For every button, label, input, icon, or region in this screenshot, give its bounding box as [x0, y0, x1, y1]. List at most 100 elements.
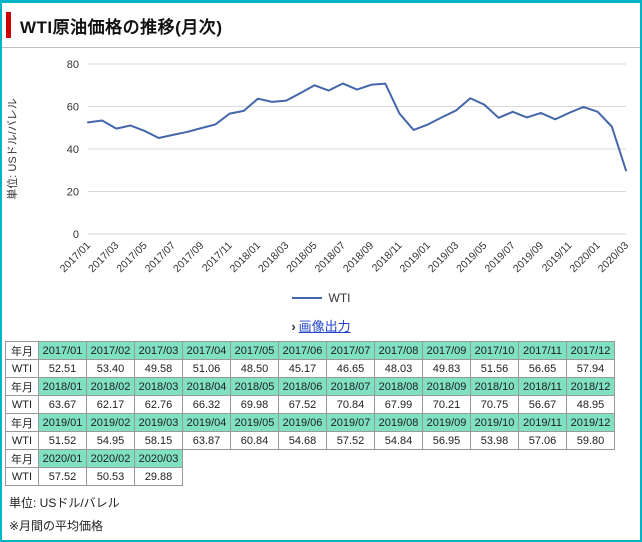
wti-series-line [87, 82, 627, 172]
value-cell: 67.52 [278, 395, 327, 414]
month-header-cell: 2017/03 [134, 341, 183, 360]
y-tick-label: 80 [67, 59, 79, 71]
row-label-cell: WTI [5, 395, 39, 414]
value-cell: 57.94 [566, 359, 615, 378]
y-axis-label: 単位: USドル/バレル [5, 98, 19, 199]
month-header-cell: 2019/01 [38, 413, 87, 432]
value-cell: 69.98 [230, 395, 279, 414]
month-header-cell: 2018/04 [182, 377, 231, 396]
row-label-cell: 年月 [5, 341, 39, 360]
month-header-cell: 2018/10 [470, 377, 519, 396]
table-row: 年月 2019/01 2019/02 2019/03 2019/04 2019/05 201… [5, 413, 615, 432]
table-row: WTI 52.51 53.40 49.58 51.06 48.50 45.17 46.65 48… [5, 359, 615, 378]
row-label-cell: WTI [5, 467, 39, 486]
value-cell: 53.40 [86, 359, 135, 378]
value-cell: 58.15 [134, 431, 183, 450]
row-label-cell: 年月 [5, 449, 39, 468]
value-cell: 70.84 [326, 395, 375, 414]
month-header-cell: 2018/05 [230, 377, 279, 396]
y-tick-label: 60 [67, 102, 79, 114]
x-tick-label: 2017/09 [171, 240, 206, 275]
link-arrow-icon: › [291, 319, 296, 334]
value-cell: 54.84 [374, 431, 423, 450]
value-cell: 66.32 [182, 395, 231, 414]
title-bar: WTI原油価格の推移(月次) [2, 3, 640, 48]
table-row: 年月 2020/01 2020/02 2020/03 [5, 449, 615, 468]
month-header-cell: 2020/01 [38, 449, 87, 468]
price-table: 年月 2017/01 2017/02 2017/03 2017/04 2017/05 201… [5, 341, 615, 486]
month-header-cell: 2017/07 [326, 341, 375, 360]
month-header-cell: 2019/04 [182, 413, 231, 432]
legend-line-sample [291, 297, 322, 299]
image-output-link[interactable]: 画像出力 [298, 319, 351, 334]
month-header-cell: 2020/02 [86, 449, 135, 468]
value-cell: 57.52 [326, 431, 375, 450]
month-header-cell: 2019/08 [374, 413, 423, 432]
value-cell: 53.98 [470, 431, 519, 450]
value-cell: 60.84 [230, 431, 279, 450]
y-tick-label: 0 [73, 229, 79, 241]
month-header-cell: 2017/08 [374, 341, 423, 360]
value-cell: 56.95 [422, 431, 471, 450]
month-header-cell: 2017/01 [38, 341, 87, 360]
value-cell: 56.65 [518, 359, 567, 378]
month-header-cell: 2019/12 [566, 413, 615, 432]
value-cell: 70.75 [470, 395, 519, 414]
month-header-cell: 2018/12 [566, 377, 615, 396]
month-header-cell: 2019/06 [278, 413, 327, 432]
image-output-row: › 画像出力 [2, 316, 640, 335]
month-header-cell: 2019/10 [470, 413, 519, 432]
value-cell: 51.56 [470, 359, 519, 378]
wti-line-chart: 0204060802017/012017/032017/052017/07201… [5, 59, 631, 275]
month-header-cell: 2017/10 [470, 341, 519, 360]
value-cell: 48.03 [374, 359, 423, 378]
value-cell: 54.95 [86, 431, 135, 450]
value-cell: 62.76 [134, 395, 183, 414]
x-tick-label: 2019/09 [511, 240, 546, 275]
value-cell: 45.17 [278, 359, 327, 378]
month-header-cell: 2017/02 [86, 341, 135, 360]
table-row: WTI 63.67 62.17 62.76 66.32 69.98 67.52 70.84 67… [5, 395, 615, 414]
x-tick-label: 2020/03 [596, 240, 631, 275]
value-cell: 57.52 [38, 467, 87, 486]
row-label-cell: WTI [5, 431, 39, 450]
month-header-cell: 2019/02 [86, 413, 135, 432]
month-header-cell: 2018/02 [86, 377, 135, 396]
row-label-cell: 年月 [5, 413, 39, 432]
value-cell: 62.17 [86, 395, 135, 414]
footer-unit: 単位: USドル/バレル [9, 496, 120, 510]
value-cell: 46.65 [326, 359, 375, 378]
month-header-cell: 2018/08 [374, 377, 423, 396]
month-header-cell: 2018/09 [422, 377, 471, 396]
month-header-cell: 2019/11 [518, 413, 567, 432]
month-header-cell: 2017/09 [422, 341, 471, 360]
month-header-cell: 2018/11 [518, 377, 567, 396]
month-header-cell: 2018/03 [134, 377, 183, 396]
value-cell: 56.67 [518, 395, 567, 414]
row-label-cell: 年月 [5, 377, 39, 396]
value-cell: 54.68 [278, 431, 327, 450]
footer-note: ※月間の平均価格 [9, 519, 104, 533]
month-header-cell: 2019/03 [134, 413, 183, 432]
month-header-cell: 2017/06 [278, 341, 327, 360]
value-cell: 51.06 [182, 359, 231, 378]
legend-label: WTI [328, 291, 351, 305]
month-header-cell: 2017/05 [230, 341, 279, 360]
month-header-cell: 2018/06 [278, 377, 327, 396]
value-cell: 63.67 [38, 395, 87, 414]
x-tick-label: 2018/09 [341, 240, 376, 275]
row-label-cell: WTI [5, 359, 39, 378]
chart-area: 0 20 40 60 80 2017/01 2017/03 2017/05 2017/07 201… [2, 52, 640, 305]
chart-legend: WTI [2, 291, 640, 305]
value-cell: 49.83 [422, 359, 471, 378]
value-cell: 70.21 [422, 395, 471, 414]
value-cell: 49.58 [134, 359, 183, 378]
month-header-cell: 2019/09 [422, 413, 471, 432]
y-tick-label: 20 [67, 187, 79, 199]
month-header-cell: 2020/03 [134, 449, 183, 468]
value-cell: 51.52 [38, 431, 87, 450]
month-header-cell: 2019/07 [326, 413, 375, 432]
month-header-cell: 2018/07 [326, 377, 375, 396]
value-cell: 48.50 [230, 359, 279, 378]
value-cell: 57.06 [518, 431, 567, 450]
